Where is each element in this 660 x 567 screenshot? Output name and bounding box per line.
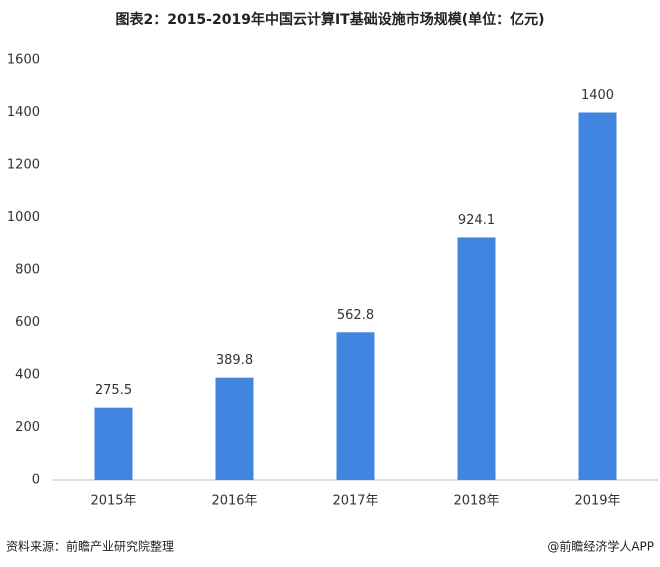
x-tick-label: 2015年 (90, 494, 136, 509)
value-label: 924.1 (458, 213, 495, 228)
y-tick-label: 1400 (7, 105, 40, 120)
y-tick-label: 1200 (7, 158, 40, 173)
y-tick-label: 200 (15, 420, 40, 435)
value-label: 1400 (581, 88, 614, 103)
bar (215, 377, 254, 480)
bar (336, 332, 375, 480)
x-tick-label: 2016年 (211, 494, 257, 509)
chart-title: 图表2：2015-2019年中国云计算IT基础设施市场规模(单位：亿元) (115, 11, 544, 28)
x-tick-label: 2018年 (453, 494, 499, 509)
x-tick-label: 2019年 (574, 494, 620, 509)
y-tick-label: 400 (15, 368, 40, 383)
bar (457, 237, 496, 480)
value-label: 275.5 (95, 383, 132, 398)
credit-note: @前瞻经济学人APP (547, 539, 654, 554)
y-tick-label: 0 (32, 473, 40, 488)
bar (578, 112, 617, 480)
source-note: 资料来源：前瞻产业研究院整理 (6, 539, 174, 554)
bar (94, 407, 133, 480)
value-label: 389.8 (216, 353, 253, 368)
x-tick-label: 2017年 (332, 494, 378, 509)
y-tick-label: 1000 (7, 210, 40, 225)
y-tick-label: 1600 (7, 53, 40, 68)
y-tick-label: 800 (15, 263, 40, 278)
value-label: 562.8 (337, 308, 374, 323)
y-tick-label: 600 (15, 315, 40, 330)
